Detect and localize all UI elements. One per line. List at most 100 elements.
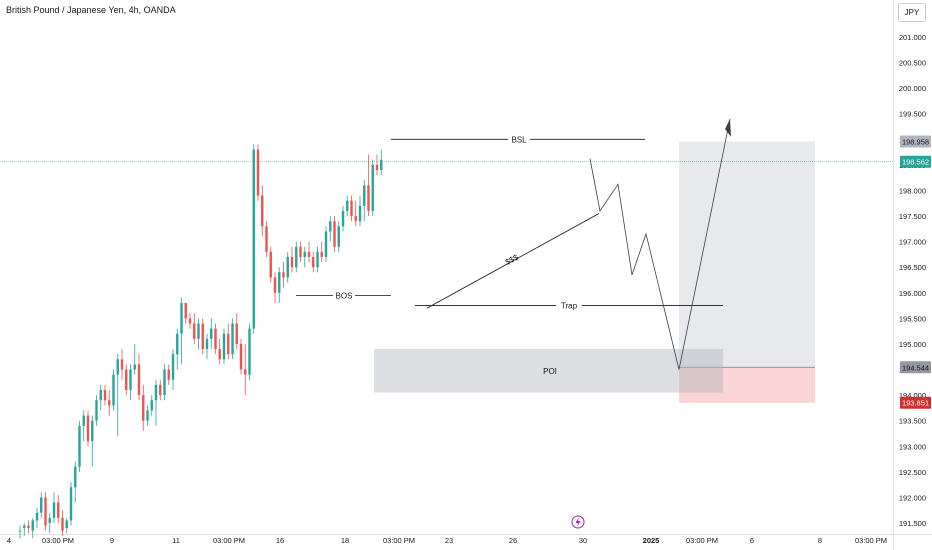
candle-body bbox=[358, 205, 362, 222]
candle-body bbox=[329, 221, 332, 232]
candle-body bbox=[91, 420, 94, 442]
time-tick-label: 30 bbox=[579, 536, 587, 545]
candle-body bbox=[99, 389, 102, 401]
time-tick-label: 6 bbox=[750, 536, 754, 545]
price-tick-label: 192.000 bbox=[899, 493, 926, 502]
candle-body bbox=[265, 226, 268, 252]
candle-body bbox=[176, 333, 179, 355]
price-tick-label: 194.000 bbox=[899, 391, 926, 400]
candle-body bbox=[23, 525, 26, 529]
candle-body bbox=[367, 185, 370, 211]
candle-body bbox=[244, 369, 247, 375]
candle-body bbox=[222, 333, 226, 360]
time-tick-label: 11 bbox=[172, 536, 180, 545]
candle-body bbox=[231, 323, 234, 355]
candle-body bbox=[269, 251, 272, 278]
price-tick-label: 191.500 bbox=[899, 519, 926, 528]
candle-body bbox=[120, 359, 124, 370]
candle-body bbox=[261, 195, 264, 227]
time-tick-label: 18 bbox=[341, 536, 349, 545]
candle-body bbox=[290, 256, 294, 268]
candle-body bbox=[256, 149, 260, 196]
price-tick-label: 195.500 bbox=[899, 314, 926, 323]
candle-body bbox=[320, 251, 323, 257]
price-badge-label-target: 194.544 bbox=[902, 363, 929, 372]
candle-body bbox=[350, 200, 353, 217]
candle-body bbox=[248, 328, 251, 375]
time-tick-label: 23 bbox=[445, 536, 453, 545]
candle-body bbox=[337, 226, 340, 247]
price-tick-label: 199.500 bbox=[899, 110, 926, 119]
time-tick-label: 03:00 PM bbox=[855, 536, 887, 545]
time-tick-label: 8 bbox=[818, 536, 822, 545]
candle-body bbox=[142, 395, 145, 421]
candle-body bbox=[341, 210, 345, 227]
target-zone bbox=[679, 141, 815, 368]
price-badge-bsl bbox=[900, 135, 931, 148]
bos-label-bg bbox=[333, 290, 355, 301]
candle-body bbox=[218, 349, 221, 360]
candle-body bbox=[316, 251, 319, 268]
candle-body bbox=[40, 497, 43, 513]
chart-title: British Pound / Japanese Yen, 4h, OANDA bbox=[6, 5, 176, 15]
projection-arrowhead bbox=[725, 118, 731, 137]
candle-body bbox=[324, 231, 328, 257]
candle-body bbox=[346, 200, 349, 211]
candle-body bbox=[180, 303, 183, 334]
trendline bbox=[426, 213, 600, 309]
time-tick-label: 03:00 PM bbox=[213, 536, 245, 545]
time-tick-label: 26 bbox=[509, 536, 517, 545]
price-tick-label: 196.500 bbox=[899, 263, 926, 272]
trap-label-bg bbox=[556, 300, 582, 311]
candle-body bbox=[197, 323, 200, 339]
price-badge-label-bsl: 198.958 bbox=[902, 137, 929, 146]
candle-body bbox=[137, 364, 141, 396]
candle-body bbox=[273, 277, 277, 293]
candle-body bbox=[380, 159, 383, 171]
price-tick-label: 196.000 bbox=[899, 289, 926, 298]
candle-body bbox=[363, 185, 366, 206]
candle-body bbox=[295, 246, 298, 268]
candle-body bbox=[210, 328, 213, 339]
bsl-label: BSL bbox=[511, 135, 527, 144]
price-tick-label: 193.000 bbox=[899, 442, 926, 451]
candle-body bbox=[27, 525, 30, 529]
liquidity-label: $$$ bbox=[504, 252, 520, 266]
candle-body bbox=[235, 323, 238, 344]
candle-body bbox=[133, 364, 136, 370]
price-badge-label-last: 198.562 bbox=[902, 158, 929, 167]
candle-body bbox=[95, 400, 98, 421]
candle-body bbox=[312, 256, 315, 268]
trap-label: Trap bbox=[561, 302, 578, 311]
candle-body bbox=[214, 328, 217, 350]
candle-body bbox=[307, 251, 311, 257]
time-tick-label: 4 bbox=[7, 536, 11, 545]
bsl-label-bg bbox=[508, 134, 530, 145]
candle-body bbox=[103, 389, 107, 401]
projected-path bbox=[589, 118, 731, 370]
candle-body bbox=[286, 256, 289, 278]
candle-body bbox=[278, 272, 281, 293]
candle-body bbox=[78, 425, 81, 467]
candle-body bbox=[205, 338, 209, 350]
poi-label: POI bbox=[543, 367, 557, 376]
price-badge-stop bbox=[900, 396, 931, 409]
time-tick-label: 9 bbox=[110, 536, 114, 545]
candle-body bbox=[82, 415, 85, 426]
lightning-glyph bbox=[575, 517, 581, 527]
candle-body bbox=[184, 303, 187, 319]
candle-body bbox=[201, 323, 204, 350]
currency-selector[interactable]: JPY bbox=[898, 3, 926, 22]
candle-body bbox=[52, 502, 56, 518]
candle-body bbox=[227, 333, 230, 355]
candle-body bbox=[150, 400, 153, 411]
candle-body bbox=[35, 512, 39, 521]
candle-body bbox=[108, 400, 111, 406]
time-tick-label: 16 bbox=[276, 536, 284, 545]
price-tick-label: 192.500 bbox=[899, 468, 926, 477]
candle-body bbox=[44, 497, 47, 526]
candle-body bbox=[146, 410, 149, 421]
candle-body bbox=[354, 216, 357, 222]
stop-zone bbox=[679, 367, 815, 403]
